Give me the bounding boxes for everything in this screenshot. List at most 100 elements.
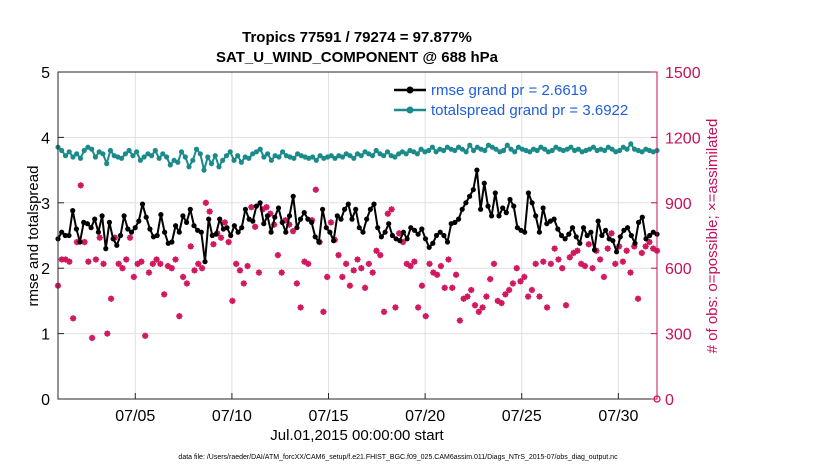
series-0-point [555,226,561,232]
series-0-point [364,216,370,222]
series-1-point [459,146,465,152]
series-0-point [441,232,447,239]
obs-point [221,219,229,226]
series-1-point [575,146,582,152]
obs-point [498,299,505,307]
legend: rmse grand pr = 2.6619 totalspread grand… [394,82,628,119]
obs-point-ring [407,263,414,269]
obs-point-ring [138,258,145,265]
x-tick-label: 07/20 [405,408,445,425]
series-0-point [117,232,124,239]
obs-point [559,265,566,272]
series-0-point [639,214,645,220]
series-0-point [283,229,289,235]
series-0-point [558,232,565,239]
series-0-point [136,218,142,224]
obs-point [153,256,160,263]
series-0-point [643,236,649,242]
series-0-point [382,229,388,235]
series-0-point [316,239,322,245]
obs-point-ring [85,258,92,265]
obs-point [521,273,528,281]
obs-point [172,256,179,263]
obs-point [502,291,509,298]
obs-point [141,332,149,339]
obs-point [384,210,392,217]
obs-point-ring [597,256,604,263]
obs-point [350,267,357,274]
obs-point-ring [191,267,198,274]
series-1-point [433,149,439,155]
obs-point [358,265,365,272]
series-1-point [126,147,132,154]
series-0-point [184,219,190,225]
obs-point [414,304,422,311]
series-0-point [426,244,432,250]
series-0-point [121,213,127,219]
obs-point [73,238,81,246]
series-0-point [467,193,473,199]
obs-point [585,241,592,248]
series-1-point [339,154,346,160]
series-0-point [268,229,274,235]
obs-point-ring [180,274,187,280]
x-tick-label: 07/25 [502,408,542,425]
series-1-point [197,151,203,157]
series-1-point [463,149,469,155]
series-0-point [496,213,502,219]
series-0-point [297,216,304,222]
series-0-point [492,190,498,196]
obs-point-ring [563,302,569,309]
obs-point-ring [225,239,232,245]
obs-point-ring [274,252,281,259]
obs-point-ring [89,335,96,341]
series-1-point [617,147,623,154]
series-1-point [482,147,488,154]
series-0-point [522,229,528,235]
obs-point [388,206,395,213]
series-0-point [503,210,509,216]
series-0-point [433,232,440,239]
obs-point [107,295,115,302]
series-0-point [110,236,116,242]
series-1-point [212,153,218,159]
series-1-point [403,151,409,157]
obs-point [126,234,134,241]
obs-point [225,238,232,246]
obs-point-ring [521,274,528,280]
obs-point [642,243,649,250]
series-1-point [429,144,435,150]
obs-point-ring [297,304,304,311]
series-1-point [347,153,353,159]
series-lines [55,141,660,265]
obs-point [380,308,388,315]
series-0-point [525,190,532,196]
series-1-point [152,147,158,154]
obs-point [255,269,263,276]
series-0-point [272,214,278,220]
obs-point [426,260,433,268]
obs-point [293,280,301,287]
series-1-point [119,155,125,161]
series-0-point [180,213,186,219]
series-1-point [527,149,533,155]
obs-point [437,262,445,270]
obs-point-ring [172,256,179,263]
series-0-point [404,236,410,242]
series-0-point [456,216,462,222]
series-1-point [178,149,185,155]
series-1-point [351,155,357,161]
series-0-point [198,229,204,235]
obs-point [149,260,156,268]
x-tick-label: 07/05 [115,408,155,425]
obs-point-ring [293,280,300,287]
series-0-point [187,206,193,212]
y-right-tick-label: 1200 [665,130,701,147]
series-0-point [536,229,543,235]
obs-point-ring [502,291,509,298]
series-1-point [182,154,188,160]
obs-point-ring [187,243,194,250]
obs-point [627,269,634,276]
series-1-point [223,153,230,159]
obs-point-ring [244,263,251,269]
